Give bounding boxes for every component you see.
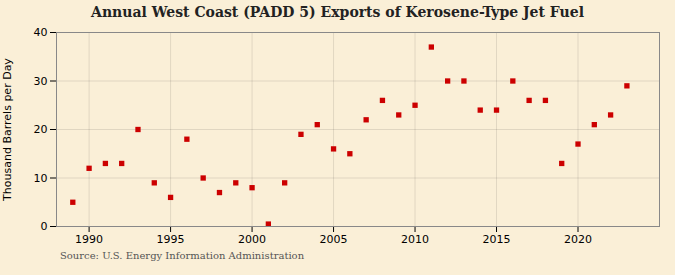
svg-text:30: 30 bbox=[34, 75, 48, 88]
html-text:Source: U.S. Energy Informatio: Source: U.S. Energy Information Administ… bbox=[60, 250, 305, 261]
svg-text:0: 0 bbox=[41, 220, 48, 233]
svg-text:40: 40 bbox=[34, 26, 48, 39]
svg-text:2015: 2015 bbox=[483, 233, 511, 246]
svg-text:2005: 2005 bbox=[320, 233, 348, 246]
svg-text:1995: 1995 bbox=[157, 233, 185, 246]
svg-text:2020: 2020 bbox=[564, 233, 592, 246]
svg-text:2000: 2000 bbox=[238, 233, 266, 246]
html-text:Annual West Coast (PADD 5) Exp: Annual West Coast (PADD 5) Exports of Ke… bbox=[91, 4, 584, 20]
svg-text:1990: 1990 bbox=[75, 233, 103, 246]
svg-text:2010: 2010 bbox=[401, 233, 429, 246]
svg-text:20: 20 bbox=[34, 123, 48, 136]
svg-text:10: 10 bbox=[34, 172, 48, 185]
svg-text:Thousand Barrels per Day: Thousand Barrels per Day bbox=[1, 58, 14, 202]
